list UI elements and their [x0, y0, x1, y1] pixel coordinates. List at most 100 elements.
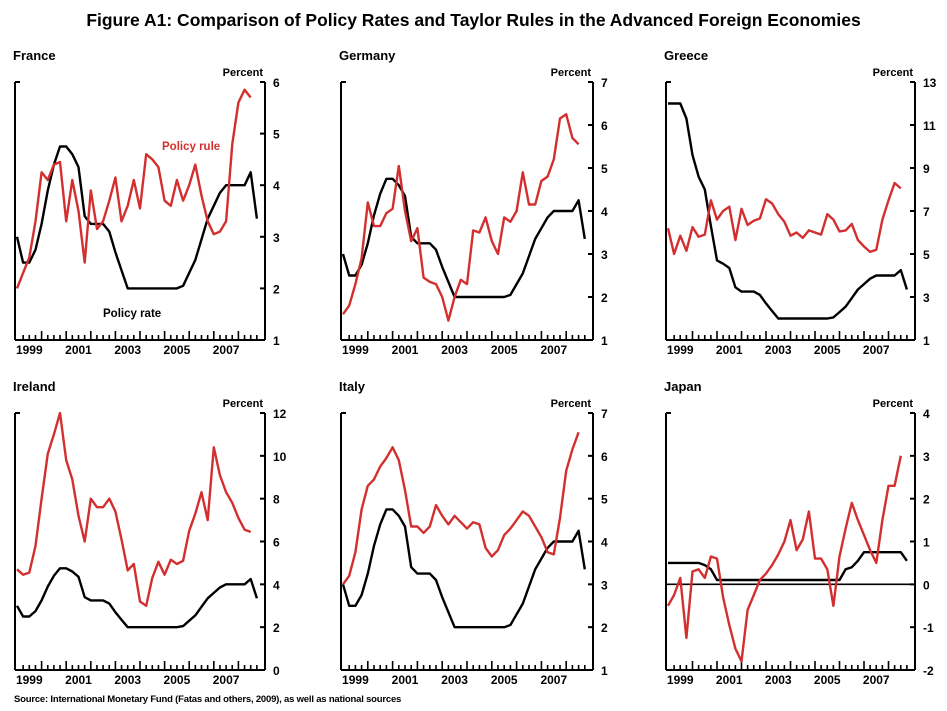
x-tick-label: 2001: [716, 673, 743, 687]
y-tick-label: 3: [923, 291, 930, 305]
y-axis-label: Percent: [873, 67, 914, 79]
panel-title: Japan: [664, 379, 702, 394]
policy-rule-line: [666, 181, 902, 256]
y-tick-label: 4: [601, 536, 608, 550]
y-axis-label: Percent: [551, 398, 592, 410]
policy-rate-annotation: Policy rate: [103, 308, 161, 320]
x-tick-label: 1999: [342, 673, 369, 687]
y-axis-label: Percent: [223, 398, 264, 410]
y-tick-label: -1: [923, 621, 934, 635]
x-tick-label: 2001: [392, 673, 419, 687]
panel-japan: Japan Percent -2 -1 0 1 2 3 4 1999 2001 2003 2005 200…: [664, 379, 934, 687]
x-tick-label: 2005: [164, 673, 191, 687]
y-axis-label: Percent: [223, 67, 264, 79]
x-tick-label: 2007: [213, 343, 240, 357]
x-tick-label: 2007: [863, 673, 890, 687]
y-tick-label: 2: [273, 621, 280, 635]
x-tick-label: 2005: [491, 343, 518, 357]
policy-rule-annotation: Policy rule: [162, 141, 220, 153]
y-tick-label: 5: [601, 162, 608, 176]
y-tick-label: 3: [273, 231, 280, 245]
y-tick-label: 6: [601, 450, 608, 464]
y-tick-label: 6: [601, 119, 608, 133]
y-tick-label: 3: [601, 248, 608, 262]
y-tick-label: 10: [273, 450, 287, 464]
x-tick-label: 2003: [441, 673, 468, 687]
panel-title: Italy: [339, 379, 366, 394]
policy-rate-line: [668, 102, 909, 320]
policy-rate-line: [15, 567, 259, 629]
x-tick-label: 2005: [491, 673, 518, 687]
x-tick-label: 2005: [164, 343, 191, 357]
y-tick-label: 2: [923, 493, 930, 507]
y-tick-label: 7: [601, 407, 608, 421]
x-tick-label: 1999: [667, 343, 694, 357]
y-axis-label: Percent: [551, 67, 592, 79]
y-tick-label: 4: [273, 179, 280, 193]
policy-rate-line: [341, 508, 586, 629]
x-tick-label: 2001: [716, 343, 743, 357]
y-tick-label: 8: [273, 493, 280, 507]
panel-italy: Italy Percent 1 2 3 4 5 6 7 1999 2001 2003 2005 2007: [339, 379, 608, 687]
policy-rule-line: [342, 431, 580, 586]
y-tick-label: 9: [923, 162, 930, 176]
x-tick-label: 2001: [65, 343, 92, 357]
x-tick-label: 1999: [342, 343, 369, 357]
panel-germany: Germany Percent 1 2 3 4 5 6 7 1999 2001 2003 2005 200…: [339, 48, 608, 357]
y-tick-label: 4: [601, 205, 608, 219]
x-tick-label: 2007: [540, 673, 567, 687]
y-tick-label: 1: [601, 334, 608, 348]
y-tick-label: 1: [923, 334, 930, 348]
source-note: Source: International Monetary Fund (Fat…: [14, 694, 402, 705]
y-tick-label: 2: [273, 282, 280, 296]
policy-rate-line: [341, 177, 586, 299]
panel-title: Germany: [339, 48, 396, 63]
y-tick-label: 7: [601, 76, 608, 90]
y-tick-label: 11: [923, 119, 936, 133]
y-tick-label: 2: [601, 291, 608, 305]
x-tick-label: 2007: [213, 673, 240, 687]
panel-title: Ireland: [13, 379, 56, 394]
y-tick-label: -2: [923, 664, 934, 678]
y-tick-label: 5: [923, 248, 930, 262]
y-tick-label: 3: [601, 578, 608, 592]
y-axis-label: Percent: [873, 398, 914, 410]
y-tick-label: 6: [273, 536, 280, 550]
policy-rate-line: [15, 145, 259, 290]
y-tick-label: 6: [273, 76, 280, 90]
y-tick-label: 1: [601, 664, 608, 678]
y-tick-label: 7: [923, 205, 930, 219]
policy-rule-line: [666, 455, 902, 663]
x-tick-label: 2003: [114, 673, 141, 687]
x-tick-label: 1999: [16, 673, 43, 687]
x-tick-label: 2003: [765, 673, 792, 687]
x-tick-label: 2003: [114, 343, 141, 357]
x-tick-label: 2003: [441, 343, 468, 357]
panel-france: France Percent 1 2 3 4 5 6 1999 2001 2003 2005 2007 P…: [13, 48, 280, 357]
y-tick-label: 2: [601, 621, 608, 635]
y-tick-label: 3: [923, 450, 930, 464]
y-tick-label: 5: [601, 493, 608, 507]
policy-rule-line: [342, 113, 580, 322]
y-tick-label: 0: [273, 664, 280, 678]
y-tick-label: 13: [923, 76, 937, 90]
x-tick-label: 1999: [16, 343, 43, 357]
y-tick-label: 5: [273, 128, 280, 142]
x-tick-label: 2007: [863, 343, 890, 357]
y-tick-label: 4: [923, 407, 930, 421]
x-tick-label: 2003: [765, 343, 792, 357]
x-tick-label: 2001: [65, 673, 92, 687]
y-tick-label: 4: [273, 578, 280, 592]
x-tick-label: 1999: [667, 673, 694, 687]
panel-ireland: Ireland Percent 0 2 4 6 8 10 12 1999 2001 2003 2005 2…: [13, 379, 287, 687]
y-tick-label: 1: [923, 536, 930, 550]
x-tick-label: 2007: [540, 343, 567, 357]
y-tick-label: 0: [923, 578, 930, 592]
x-tick-label: 2005: [814, 343, 841, 357]
x-tick-label: 2001: [392, 343, 419, 357]
policy-rule-line: [16, 411, 252, 607]
panel-title: Greece: [664, 48, 708, 63]
figure-title: Figure A1: Comparison of Policy Rates an…: [86, 10, 861, 30]
